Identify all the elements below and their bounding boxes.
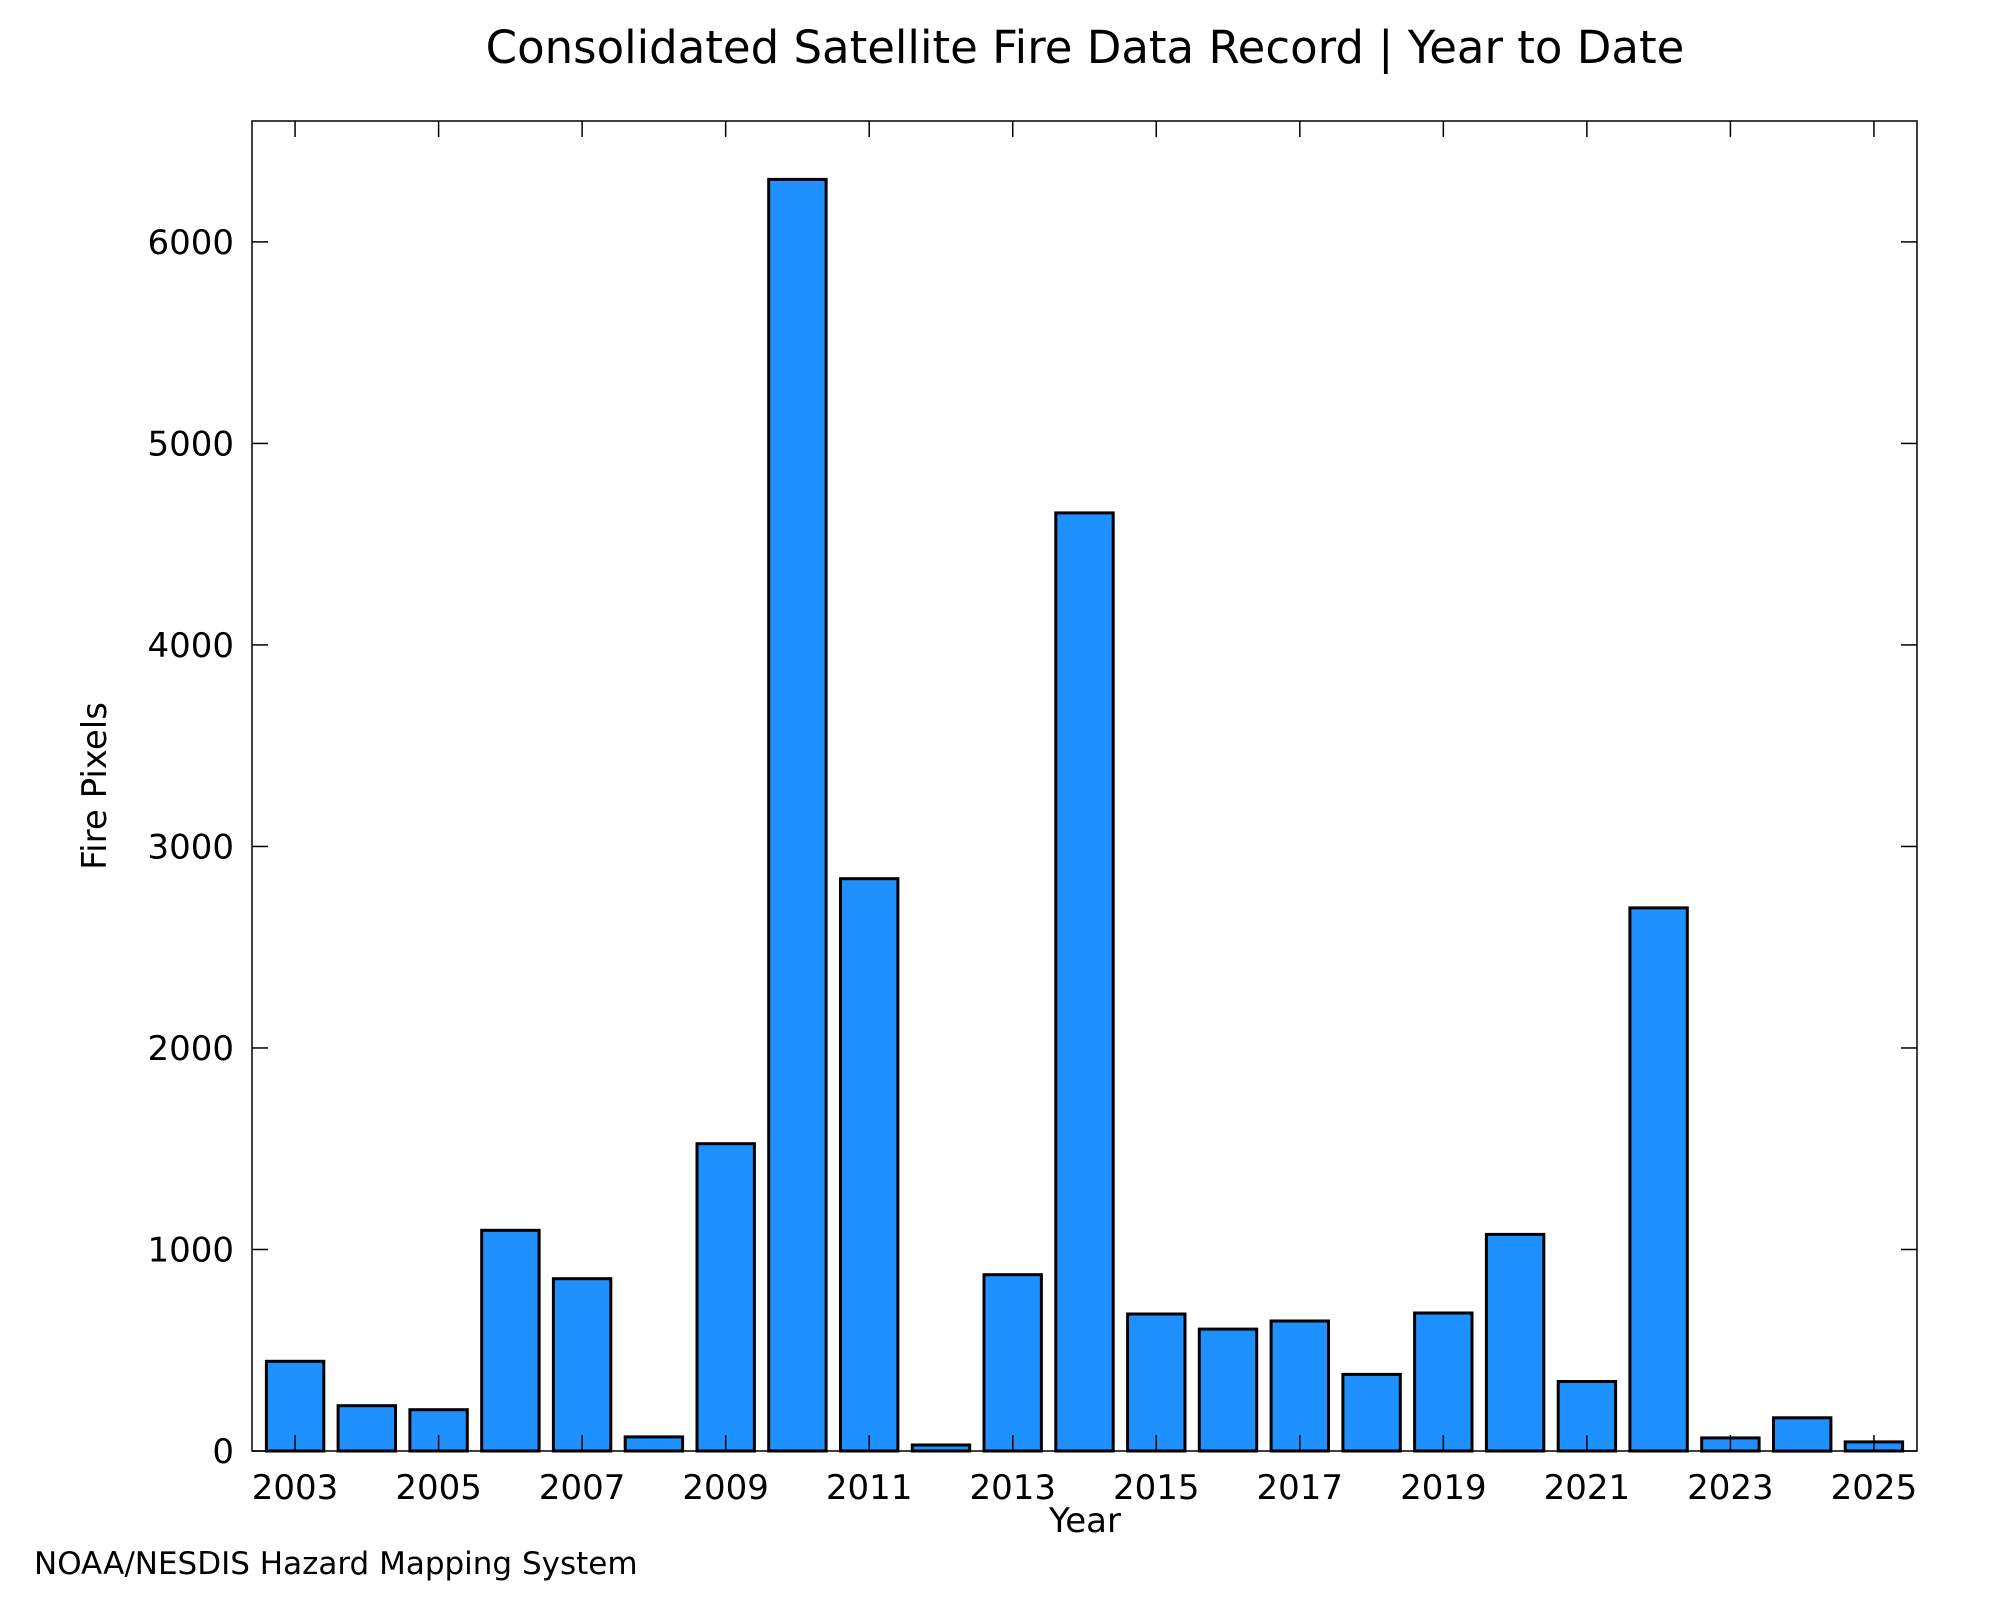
bar-2009 — [695, 1142, 756, 1453]
y-tick-label-5000: 5000 — [147, 424, 234, 464]
bar-2012 — [910, 1443, 972, 1453]
bar-2007 — [551, 1277, 613, 1453]
bar-2008 — [623, 1435, 685, 1453]
y-axis-label: Fire Pixels — [75, 702, 115, 870]
bar-2020 — [1484, 1232, 1546, 1453]
bar-2010 — [767, 177, 828, 1453]
bar-2014 — [1054, 511, 1115, 1453]
chart-title: Consolidated Satellite Fire Data Record … — [486, 21, 1685, 74]
bar-2006 — [480, 1228, 541, 1453]
y-tick-label-3000: 3000 — [147, 827, 234, 867]
bar-2024 — [1772, 1416, 1833, 1453]
bar-2013 — [982, 1273, 1043, 1453]
x-tick-label-2009: 2009 — [682, 1468, 769, 1508]
ticks-group: 0 1000 2000 3000 4000 5000 6000 2003 2005 2007 200… — [147, 121, 1917, 1508]
x-tick-label-2025: 2025 — [1831, 1468, 1918, 1508]
bar-2016 — [1197, 1327, 1259, 1453]
x-tick-label-2019: 2019 — [1400, 1468, 1487, 1508]
y-tick-label-0: 0 — [212, 1432, 234, 1472]
bar-2011 — [839, 877, 900, 1453]
x-tick-label-2013: 2013 — [969, 1468, 1056, 1508]
y-tick-label-4000: 4000 — [147, 626, 234, 666]
bar-2017 — [1269, 1319, 1330, 1453]
x-tick-label-2017: 2017 — [1257, 1468, 1344, 1508]
bar-2015 — [1126, 1312, 1187, 1453]
x-tick-label-2015: 2015 — [1113, 1468, 1200, 1508]
x-tick-label-2007: 2007 — [539, 1468, 626, 1508]
bar-2004 — [336, 1404, 398, 1453]
x-tick-label-2005: 2005 — [395, 1468, 482, 1508]
x-tick-label-2021: 2021 — [1544, 1468, 1631, 1508]
y-tick-label-1000: 1000 — [147, 1230, 234, 1270]
bar-2022 — [1628, 906, 1689, 1453]
bars-group — [264, 177, 1905, 1453]
y-tick-label-6000: 6000 — [147, 223, 234, 263]
y-tick-label-2000: 2000 — [147, 1029, 234, 1069]
x-axis-label: Year — [1048, 1501, 1121, 1541]
x-tick-label-2011: 2011 — [826, 1468, 913, 1508]
x-tick-label-2003: 2003 — [252, 1468, 339, 1508]
credit-text: NOAA/NESDIS Hazard Mapping System — [34, 1546, 638, 1582]
x-tick-label-2023: 2023 — [1687, 1468, 1774, 1508]
bar-2019 — [1413, 1311, 1474, 1453]
bar-2018 — [1341, 1372, 1402, 1453]
